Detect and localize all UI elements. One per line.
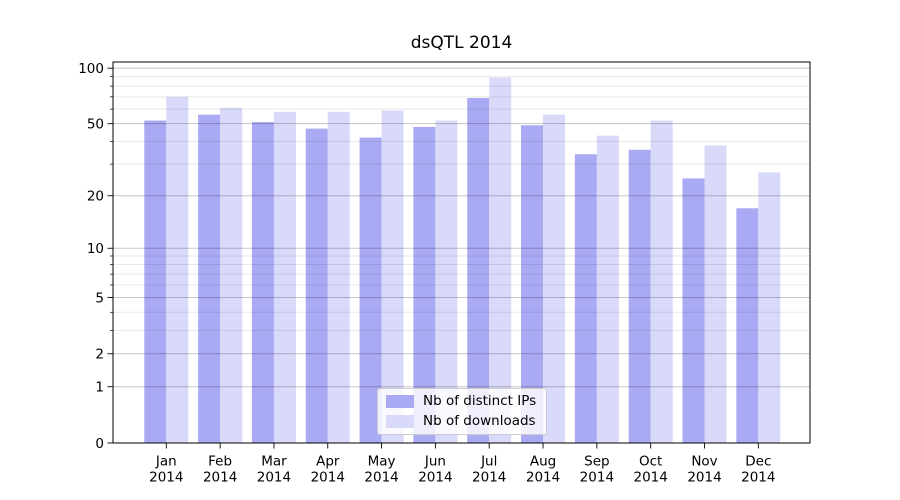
x-tick-label-year: 2014: [687, 470, 721, 486]
x-tick-label-month: Feb: [208, 454, 232, 470]
plot-border: [112, 61, 811, 444]
bar-jan-downloads: [166, 96, 189, 443]
legend-label-distinct-ips: Nb of distinct IPs: [423, 393, 537, 409]
y-tick-label: 100: [78, 61, 104, 77]
bar-oct-downloads: [650, 120, 673, 443]
x-tick-label-year: 2014: [364, 470, 398, 486]
y-tick-label: 5: [95, 290, 104, 306]
y-tick-label: 1: [95, 380, 104, 396]
y-tick-label: 0: [95, 436, 104, 452]
bar-jul-downloads: [489, 77, 512, 444]
x-tick-label-month: Sep: [584, 454, 609, 470]
bar-may-distinct-ips: [359, 137, 382, 443]
legend-swatch-downloads: [386, 414, 414, 428]
bar-oct-distinct-ips: [628, 149, 651, 444]
bar-dec-distinct-ips: [736, 208, 759, 443]
x-tick-label-month: May: [368, 454, 396, 470]
x-tick-label-month: Aug: [530, 454, 556, 470]
bar-nov-downloads: [704, 145, 727, 443]
bar-aug-distinct-ips: [521, 125, 544, 444]
x-tick-label-year: 2014: [526, 470, 560, 486]
bar-feb-downloads: [220, 107, 243, 443]
bar-sep-distinct-ips: [574, 154, 597, 443]
x-tick-label-month: Jul: [480, 454, 497, 470]
bar-jan-distinct-ips: [144, 120, 167, 443]
x-tick-label-year: 2014: [257, 470, 291, 486]
bar-sep-downloads: [596, 135, 619, 443]
x-tick-label-month: Oct: [639, 454, 662, 470]
bar-aug-downloads: [543, 114, 566, 443]
bar-mar-distinct-ips: [251, 122, 274, 443]
x-tick-label-month: Jun: [424, 454, 446, 470]
x-tick-label-year: 2014: [418, 470, 452, 486]
legend-item-downloads: Nb of downloads: [386, 412, 536, 429]
x-tick-label-month: Apr: [316, 454, 340, 470]
legend: Nb of distinct IPs Nb of downloads: [377, 388, 548, 435]
y-tick-label: 2: [95, 347, 104, 363]
y-tick-label: 50: [87, 116, 104, 132]
x-tick-label-month: Jan: [155, 454, 177, 470]
x-tick-label-year: 2014: [149, 470, 183, 486]
bar-apr-downloads: [327, 111, 350, 443]
x-tick-label-month: Dec: [745, 454, 771, 470]
bar-apr-distinct-ips: [305, 128, 328, 443]
legend-label-downloads: Nb of downloads: [423, 412, 536, 429]
bar-jun-distinct-ips: [413, 126, 436, 443]
bar-dec-downloads: [758, 172, 781, 444]
y-tick-label: 20: [87, 189, 104, 205]
x-tick-label-month: Nov: [691, 454, 717, 470]
bar-jun-downloads: [435, 120, 458, 443]
legend-swatch-distinct-ips: [386, 395, 414, 409]
x-tick-label-year: 2014: [634, 470, 668, 486]
x-tick-label-month: Mar: [261, 454, 287, 470]
x-tick-label-year: 2014: [203, 470, 237, 486]
bar-mar-downloads: [273, 111, 296, 443]
bar-nov-distinct-ips: [682, 178, 705, 444]
chart-title: dsQTL 2014: [410, 33, 513, 53]
x-tick-label-year: 2014: [741, 470, 775, 486]
x-tick-label-year: 2014: [472, 470, 506, 486]
bar-feb-distinct-ips: [198, 114, 221, 443]
y-tick-label: 10: [87, 241, 104, 257]
x-tick-label-year: 2014: [580, 470, 614, 486]
legend-item-distinct-ips: Nb of distinct IPs: [386, 393, 537, 409]
bar-may-downloads: [381, 110, 404, 444]
x-tick-label-year: 2014: [311, 470, 345, 486]
bar-jul-distinct-ips: [467, 97, 490, 443]
